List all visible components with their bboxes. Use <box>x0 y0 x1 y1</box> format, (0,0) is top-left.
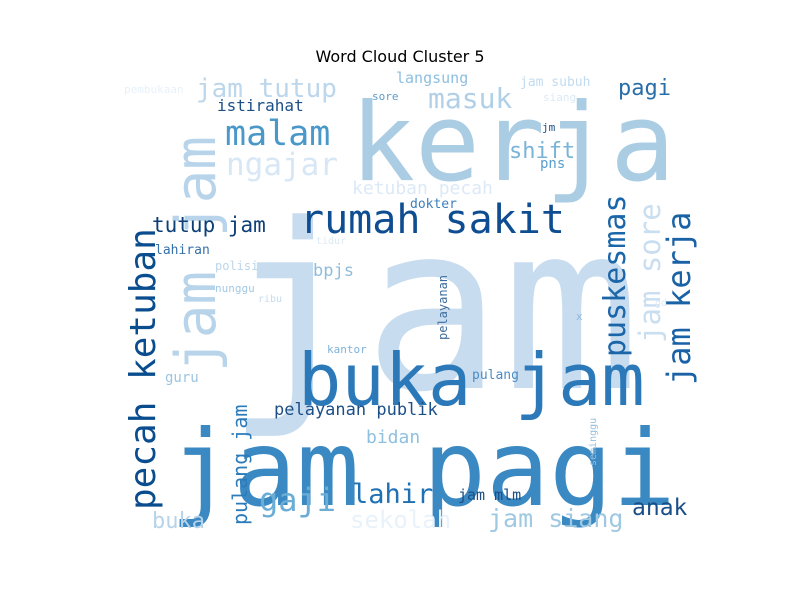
chart-title: Word Cloud Cluster 5 <box>315 47 485 66</box>
word-jam: jam <box>225 176 640 443</box>
word-buka: buka <box>152 509 205 534</box>
word-pecah-ketuban: pecah ketuban <box>123 228 164 510</box>
word-gd: gd <box>655 298 667 309</box>
word-masuk: masuk <box>428 82 512 115</box>
word-pembukaan: pembukaan <box>124 83 184 96</box>
word-jam-kerja: jam kerja <box>660 212 698 385</box>
word-seminggu: seminggu <box>588 418 599 466</box>
word-x: x <box>576 310 583 323</box>
word-lahir: lahir <box>352 479 433 510</box>
word-pagi: pagi <box>618 76 671 101</box>
word-malam: malam <box>225 114 330 154</box>
word-gaji: gaji <box>259 481 336 519</box>
word-shift: shift <box>509 139 575 164</box>
word-polisi: polisi <box>215 259 258 273</box>
word-anak: anak <box>632 495 688 521</box>
word-pns: pns <box>540 156 565 172</box>
word-pulang: pulang <box>472 368 519 383</box>
word-tutup-jam: tutup jam <box>152 213 266 237</box>
word-buka-jam: buka jam <box>298 338 645 422</box>
word-jam-sore: jam sore <box>633 203 667 343</box>
word-ketuban-pecah: ketuban pecah <box>352 178 493 199</box>
word-jam-pagi: jam pagi <box>170 408 676 530</box>
word-langsung: langsung <box>396 69 468 87</box>
word-bpjs: bpjs <box>313 261 354 281</box>
word-lahiran: lahiran <box>155 243 210 258</box>
word-tidur: tidur <box>316 236 346 247</box>
word-kantor: kantor <box>327 343 367 356</box>
word-sore: sore <box>372 90 399 103</box>
word-pelayanan: pelayanan <box>436 275 450 340</box>
word-pelayanan-publik: pelayanan publik <box>274 400 438 420</box>
word-bidan: bidan <box>366 427 420 448</box>
word-puskesmas: puskesmas <box>598 194 633 357</box>
word-ribu: ribu <box>258 294 282 305</box>
word-pulang-jam: pulang jam <box>228 405 252 525</box>
word-jam-jam: jam jam <box>164 136 229 372</box>
word-jam-tutup: jam tutup <box>196 74 337 104</box>
word-guru: guru <box>165 370 199 386</box>
word-sekolah: sekolah <box>350 506 451 534</box>
word-siang: siang <box>543 91 576 104</box>
word-ngajar: ngajar <box>226 147 338 183</box>
word-jam-subuh: jam subuh <box>520 75 590 90</box>
word-nunggu: nunggu <box>215 282 255 295</box>
word-jm: jm <box>542 121 556 134</box>
word-rumah-sakit: rumah sakit <box>300 197 565 243</box>
word-kerja: kerja <box>350 81 675 206</box>
word-istirahat: istirahat <box>217 96 304 115</box>
word-dokter: dokter <box>410 197 457 212</box>
word-jam-siang: jam siang <box>488 504 623 533</box>
word-jam-mlm: jam mlm <box>458 486 521 504</box>
